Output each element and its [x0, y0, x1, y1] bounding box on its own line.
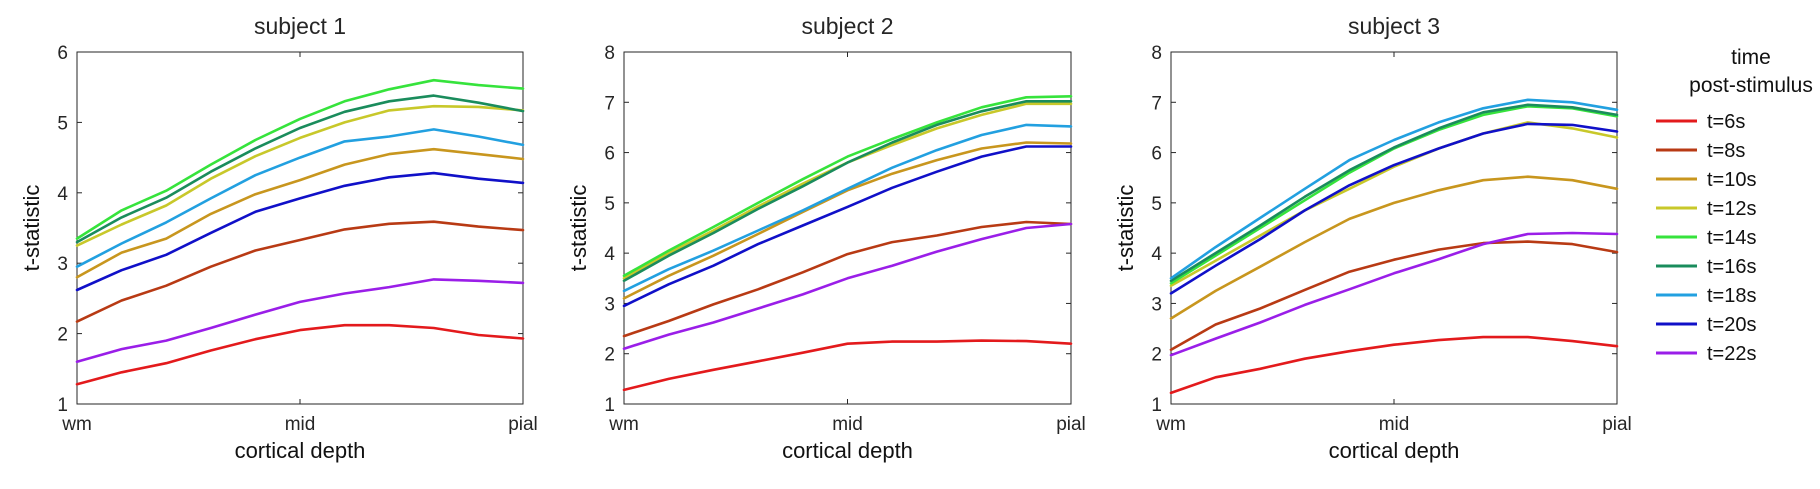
subplot-2: subject 2 1 2 3 4 5 6 7 8 wm mid pial cortical depth…	[566, 13, 1086, 463]
legend-label: t=22s	[1707, 343, 1756, 365]
y-tick-label: 8	[1151, 43, 1162, 64]
series-line-t-10s	[1169, 175, 1619, 320]
series-line-t-6s	[622, 339, 1073, 392]
x-tick-label: wm	[61, 414, 92, 435]
legend-label: t=20s	[1707, 314, 1756, 336]
legend-label: t=14s	[1707, 227, 1756, 249]
y-tick-label: 5	[57, 113, 68, 134]
y-tick-label: 7	[604, 93, 615, 114]
y-tick-label: 1	[604, 395, 615, 416]
series-line-t-18s	[622, 123, 1073, 293]
y-tick-label: 6	[1151, 144, 1162, 165]
y-tick-label: 6	[57, 43, 68, 64]
series-line-t-12s	[75, 104, 525, 247]
y-axis-label: t-statistic	[1113, 185, 1138, 272]
x-tick-label: mid	[832, 414, 863, 435]
legend-label: t=10s	[1707, 169, 1756, 191]
x-tick-label: wm	[608, 414, 639, 435]
x-tick-label: mid	[1379, 414, 1410, 435]
legend-title-line-2: post-stimulus	[1689, 74, 1813, 97]
series-line-t-22s	[622, 222, 1073, 351]
y-tick-label: 4	[1151, 244, 1162, 265]
y-tick-label: 8	[604, 43, 615, 64]
legend: time post-stimulus t=6s t=8s t=10s t=12s t=14s…	[1656, 46, 1813, 365]
legend-label: t=12s	[1707, 198, 1756, 220]
series-line-t-10s	[75, 147, 525, 279]
y-tick-label: 2	[1151, 345, 1162, 366]
x-tick-label: pial	[1056, 414, 1086, 435]
axes-box	[76, 51, 524, 405]
legend-label: t=8s	[1707, 140, 1745, 162]
subplot-3: subject 3 1 2 3 4 5 6 7 8 wm mid pial cortical depth…	[1113, 13, 1632, 463]
legend-label: t=6s	[1707, 111, 1745, 133]
chart-title: subject 1	[254, 13, 346, 39]
y-tick-label: 4	[57, 184, 68, 205]
series-line-t-20s	[1169, 122, 1619, 295]
y-tick-label: 3	[57, 254, 68, 275]
x-axis-label: cortical depth	[782, 438, 913, 463]
y-tick-label: 1	[57, 395, 68, 416]
axes-box	[623, 51, 1072, 405]
series-line-t-8s	[1169, 240, 1619, 352]
x-tick-label: wm	[1155, 414, 1186, 435]
series-line-t-6s	[1169, 335, 1619, 395]
series-line-t-22s	[75, 278, 525, 364]
y-tick-label: 5	[604, 194, 615, 215]
series-line-t-20s	[75, 171, 525, 292]
y-axis-label: t-statistic	[566, 185, 591, 272]
y-tick-label: 3	[604, 294, 615, 315]
y-axis-label: t-statistic	[19, 185, 44, 272]
y-tick-label: 1	[1151, 395, 1162, 416]
y-tick-label: 2	[604, 345, 615, 366]
chart-title: subject 3	[1348, 13, 1440, 39]
subplot-1: subject 1 1 2 3 4 5 6 wm mid pial cortical depth t-…	[19, 13, 538, 463]
legend-label: t=18s	[1707, 285, 1756, 307]
legend-label: t=16s	[1707, 256, 1756, 278]
series-line-t-16s	[75, 94, 525, 244]
series-line-t-8s	[75, 220, 525, 323]
series-line-t-18s	[1169, 98, 1619, 280]
series-line-t-10s	[622, 141, 1073, 300]
y-tick-label: 5	[1151, 194, 1162, 215]
series-line-t-8s	[622, 220, 1073, 338]
y-tick-label: 6	[604, 144, 615, 165]
x-axis-label: cortical depth	[235, 438, 366, 463]
chart-title: subject 2	[801, 13, 893, 39]
x-tick-label: pial	[508, 414, 538, 435]
x-tick-label: pial	[1602, 414, 1632, 435]
series-line-t-16s	[1169, 103, 1619, 283]
x-axis-label: cortical depth	[1329, 438, 1460, 463]
legend-title-line-1: time	[1731, 46, 1771, 69]
series-line-t-14s	[1169, 105, 1619, 285]
series-line-t-18s	[75, 128, 525, 269]
series-line-t-14s	[75, 78, 525, 240]
series-line-t-14s	[622, 95, 1073, 278]
series-line-t-20s	[622, 145, 1073, 308]
series-line-t-16s	[622, 100, 1073, 283]
y-tick-label: 7	[1151, 93, 1162, 114]
y-tick-label: 4	[604, 244, 615, 265]
series-line-t-6s	[75, 323, 525, 386]
y-tick-label: 3	[1151, 294, 1162, 315]
series-line-t-22s	[1169, 231, 1619, 357]
x-tick-label: mid	[285, 414, 316, 435]
y-tick-label: 2	[57, 325, 68, 346]
